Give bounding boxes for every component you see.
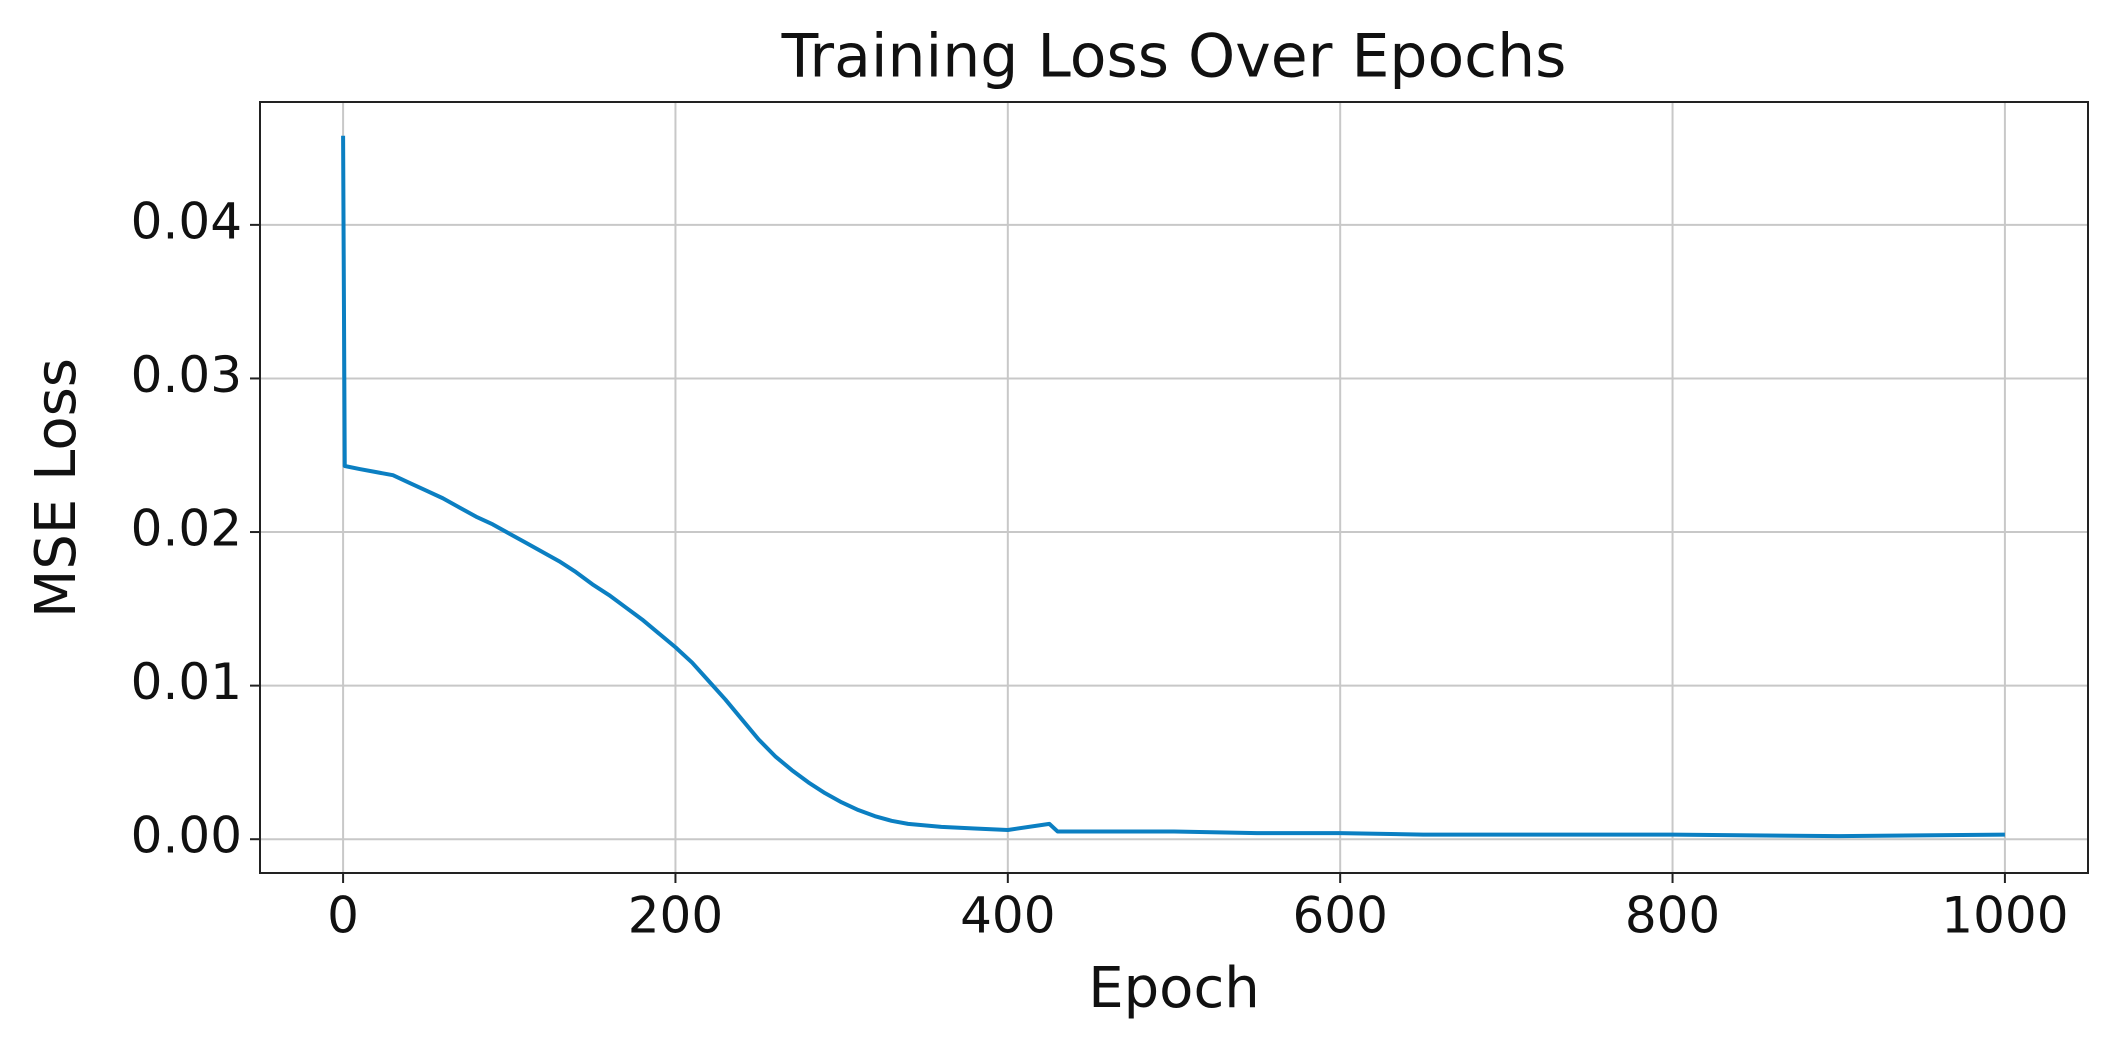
x-tick-label: 600 [1292, 887, 1387, 945]
plot-frame [259, 101, 2089, 874]
y-tick-label: 0.04 [131, 192, 242, 250]
x-axis-label: Epoch [1088, 956, 1259, 1021]
x-tick-label: 200 [628, 887, 723, 945]
y-tick-label: 0.03 [131, 346, 242, 404]
loss-line [341, 135, 2005, 839]
y-axis-label: MSE Loss [24, 358, 89, 618]
y-tick-label: 0.02 [131, 500, 242, 558]
chart-title: Training Loss Over Epochs [781, 22, 1567, 92]
y-tick-label: 0.01 [131, 653, 242, 711]
y-tick-label: 0.00 [131, 807, 242, 865]
x-tick-label: 0 [327, 887, 359, 945]
x-tick-label: 400 [960, 887, 1055, 945]
x-tick-label: 1000 [1941, 887, 2068, 945]
x-tick-label: 800 [1625, 887, 1720, 945]
